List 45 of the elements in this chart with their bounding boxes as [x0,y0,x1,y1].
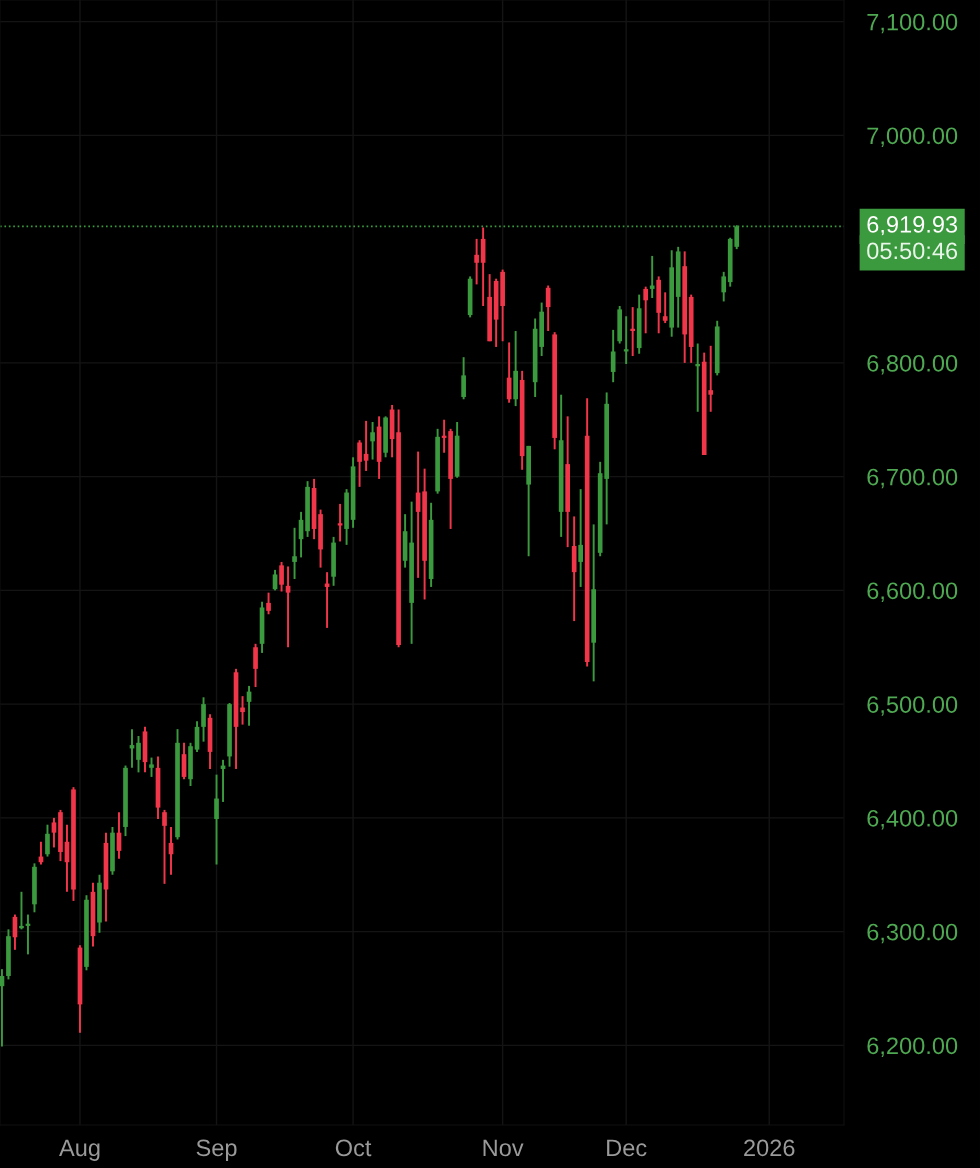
x-tick-label: Dec [607,1139,647,1157]
candlestick [279,560,284,593]
y-tick-label: 6,400.00 [867,809,958,830]
candlestick [370,421,375,461]
candlestick [721,270,727,303]
y-tick-label: 7,100.00 [867,13,958,34]
y-tick-label: 6,200.00 [867,1037,958,1057]
candlestick [19,890,24,931]
candlestick [474,237,479,286]
y-tick-label: 7,000.00 [867,127,958,147]
candlestick [649,254,655,299]
candlestick [357,439,362,488]
candlestick [337,502,343,543]
candlestick [695,342,701,413]
candlestick [201,696,206,743]
candlestick [240,695,245,726]
y-tick-label: 6,500.00 [867,696,958,716]
candlestick [253,642,258,689]
candlestick [578,488,583,588]
candlestick [136,735,141,774]
candlestick [0,968,5,1048]
candlestick [51,816,57,849]
candlestick [292,526,297,580]
x-tick-label: 2026 [744,1139,795,1157]
text: 05:50:46 [867,242,958,260]
x-tick-label: Sep [196,1139,237,1161]
candlestick [162,808,167,885]
candlestick [662,291,668,325]
y-tick-label: 6,600.00 [867,582,958,602]
candlestick [149,756,154,778]
candlestick [266,591,271,616]
y-tick-label: 6,800.00 [867,354,958,375]
candlestick [643,285,649,335]
candlestick [610,328,616,384]
y-tick-label: 6,300.00 [867,923,958,944]
candlestick [623,315,629,365]
x-tick-label: Aug [59,1139,100,1161]
candlestick [45,823,50,858]
y-tick-label: 6,700.00 [867,468,958,489]
candlestick [630,306,636,358]
x-tick-label: Nov [483,1139,524,1157]
x-tick-label: Oct [335,1139,372,1157]
candlestick [461,356,466,401]
candlestick [214,773,219,866]
ref-line-label: 6,919.93 [867,216,958,236]
